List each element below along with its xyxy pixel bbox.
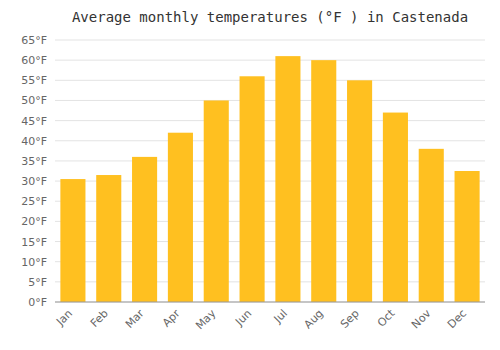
bar bbox=[383, 113, 408, 302]
x-tick-label: Sep bbox=[338, 307, 362, 331]
bar bbox=[60, 179, 85, 302]
x-tick-label: Oct bbox=[375, 306, 398, 329]
y-tick-label: 15°F bbox=[21, 236, 47, 249]
bar bbox=[240, 76, 265, 302]
x-tick-label: Mar bbox=[123, 307, 147, 331]
bar bbox=[96, 175, 121, 302]
x-axis-line bbox=[55, 302, 485, 303]
x-tick-label: Jul bbox=[271, 307, 290, 326]
grid-line bbox=[55, 80, 485, 81]
bar bbox=[204, 100, 229, 302]
grid-line bbox=[55, 60, 485, 61]
page: {"chart_data": {"type": "bar", "title": … bbox=[0, 0, 500, 350]
x-tick-label: Dec bbox=[445, 307, 469, 331]
y-tick-label: 50°F bbox=[21, 94, 47, 107]
x-tick-label: Apr bbox=[160, 307, 183, 330]
bar bbox=[168, 133, 193, 302]
x-tick-label: Aug bbox=[301, 307, 325, 331]
x-tick-label: May bbox=[193, 307, 219, 333]
y-tick-label: 65°F bbox=[21, 34, 47, 47]
bar bbox=[132, 157, 157, 302]
y-tick-label: 10°F bbox=[21, 256, 47, 269]
title: Average monthly temperatures (°F ) in Ca… bbox=[72, 9, 468, 25]
grid-line bbox=[55, 302, 485, 303]
bars bbox=[60, 56, 479, 302]
x-tick-label: Feb bbox=[88, 307, 111, 330]
y-tick-label: 35°F bbox=[21, 155, 47, 168]
grid-line bbox=[55, 100, 485, 101]
y-tick-label: 60°F bbox=[21, 54, 47, 67]
grid bbox=[55, 40, 485, 302]
grid-line bbox=[55, 120, 485, 121]
bar bbox=[311, 60, 336, 302]
y-tick-label: 55°F bbox=[21, 74, 47, 87]
chart: Average monthly temperatures (°F ) in Ca… bbox=[0, 0, 500, 350]
grid-line bbox=[55, 40, 485, 41]
x-tick-label: Nov bbox=[409, 307, 434, 332]
x-axis: Jan Feb Mar Apr May Jun Jul Aug Sep Oct Nov Dec bbox=[53, 306, 469, 332]
grid-line bbox=[55, 140, 485, 141]
x-tick-label: Jun bbox=[232, 307, 254, 329]
y-tick-label: 5°F bbox=[28, 276, 47, 289]
y-tick-label: 25°F bbox=[21, 195, 47, 208]
y-tick-label: 40°F bbox=[21, 135, 47, 148]
x-tick-label: Jan bbox=[53, 307, 75, 329]
bar bbox=[347, 80, 372, 302]
bar bbox=[455, 171, 480, 302]
y-axis: 0°F 5°F 10°F 15°F 20°F 25°F 30°F 35°F 40°F 45°F 50… bbox=[21, 34, 47, 309]
bar bbox=[275, 56, 300, 302]
y-tick-label: 0°F bbox=[28, 296, 47, 309]
y-tick-label: 20°F bbox=[21, 215, 47, 228]
y-tick-label: 30°F bbox=[21, 175, 47, 188]
y-tick-label: 45°F bbox=[21, 115, 47, 128]
bar bbox=[419, 149, 444, 302]
